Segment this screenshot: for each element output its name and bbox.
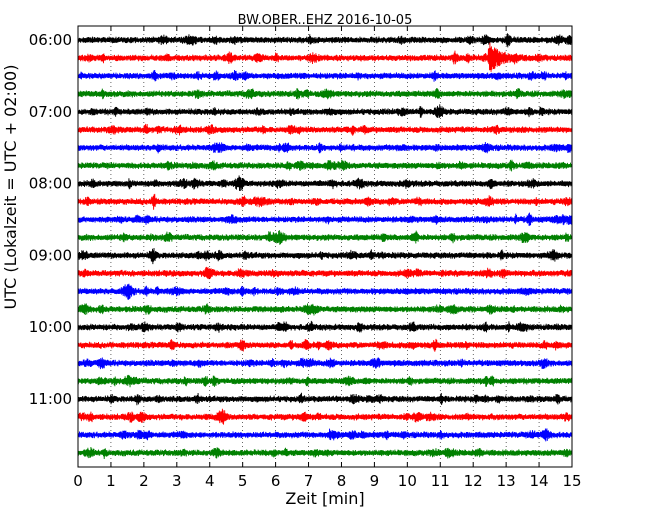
trace-0915 <box>77 266 573 280</box>
x-tick-label: 10 <box>398 472 417 490</box>
trace-1000 <box>77 320 573 333</box>
y-tick-label: 09:00 <box>29 246 72 264</box>
trace-0845 <box>77 230 573 245</box>
trace-0700 <box>77 104 573 118</box>
trace-0830 <box>77 212 573 226</box>
x-tick-label: 1 <box>106 472 116 490</box>
x-tick-label: 2 <box>139 472 149 490</box>
trace-0615 <box>77 42 573 72</box>
trace-0900 <box>77 248 573 265</box>
trace-group <box>77 33 573 460</box>
trace-1030 <box>77 357 573 370</box>
trace-1130 <box>77 428 573 442</box>
trace-0745 <box>77 159 573 172</box>
x-tick-label: 0 <box>73 472 83 490</box>
trace-0600 <box>77 33 573 48</box>
y-tick-label: 07:00 <box>29 103 72 121</box>
x-tick-labels: 0 1 2 3 4 5 6 7 8 9 10 11 12 13 14 15 <box>73 472 581 490</box>
y-tick-label: 10:00 <box>29 318 72 336</box>
x-axis-label: Zeit [min] <box>285 489 364 508</box>
x-tick-label: 15 <box>562 472 581 490</box>
trace-0815 <box>77 193 573 210</box>
trace-1015 <box>77 338 573 352</box>
x-tick-label: 4 <box>205 472 215 490</box>
trace-0930 <box>77 283 573 300</box>
trace-0730 <box>77 141 573 154</box>
trace-1045 <box>77 374 573 388</box>
x-tick-label: 5 <box>238 472 248 490</box>
x-tick-label: 13 <box>497 472 516 490</box>
x-tick-label: 9 <box>370 472 380 490</box>
x-tick-label: 12 <box>464 472 483 490</box>
x-tick-label: 7 <box>304 472 314 490</box>
y-tick-label: 08:00 <box>29 175 72 193</box>
y-axis-label: UTC (Lokalzeit = UTC + 02:00) <box>1 65 20 310</box>
trace-1145 <box>77 446 573 460</box>
tick-marks <box>77 26 573 467</box>
trace-0945 <box>77 303 573 316</box>
x-tick-label: 14 <box>530 472 549 490</box>
trace-0630 <box>77 69 573 82</box>
trace-0645 <box>77 88 573 100</box>
chart-title: BW.OBER..EHZ 2016-10-05 <box>238 13 413 28</box>
plot-frame <box>77 25 573 468</box>
trace-1100 <box>77 392 573 406</box>
trace-0800 <box>77 175 573 192</box>
y-tick-labels: 06:00 07:00 08:00 09:00 10:00 11:00 <box>29 31 72 408</box>
grid-lines <box>110 26 540 467</box>
x-tick-label: 11 <box>431 472 450 490</box>
x-tick-label: 3 <box>172 472 182 490</box>
y-tick-label: 11:00 <box>29 390 72 408</box>
trace-0715 <box>77 123 573 136</box>
trace-1115 <box>77 408 573 425</box>
x-tick-label: 6 <box>271 472 281 490</box>
x-tick-label: 8 <box>337 472 347 490</box>
y-tick-label: 06:00 <box>29 31 72 49</box>
